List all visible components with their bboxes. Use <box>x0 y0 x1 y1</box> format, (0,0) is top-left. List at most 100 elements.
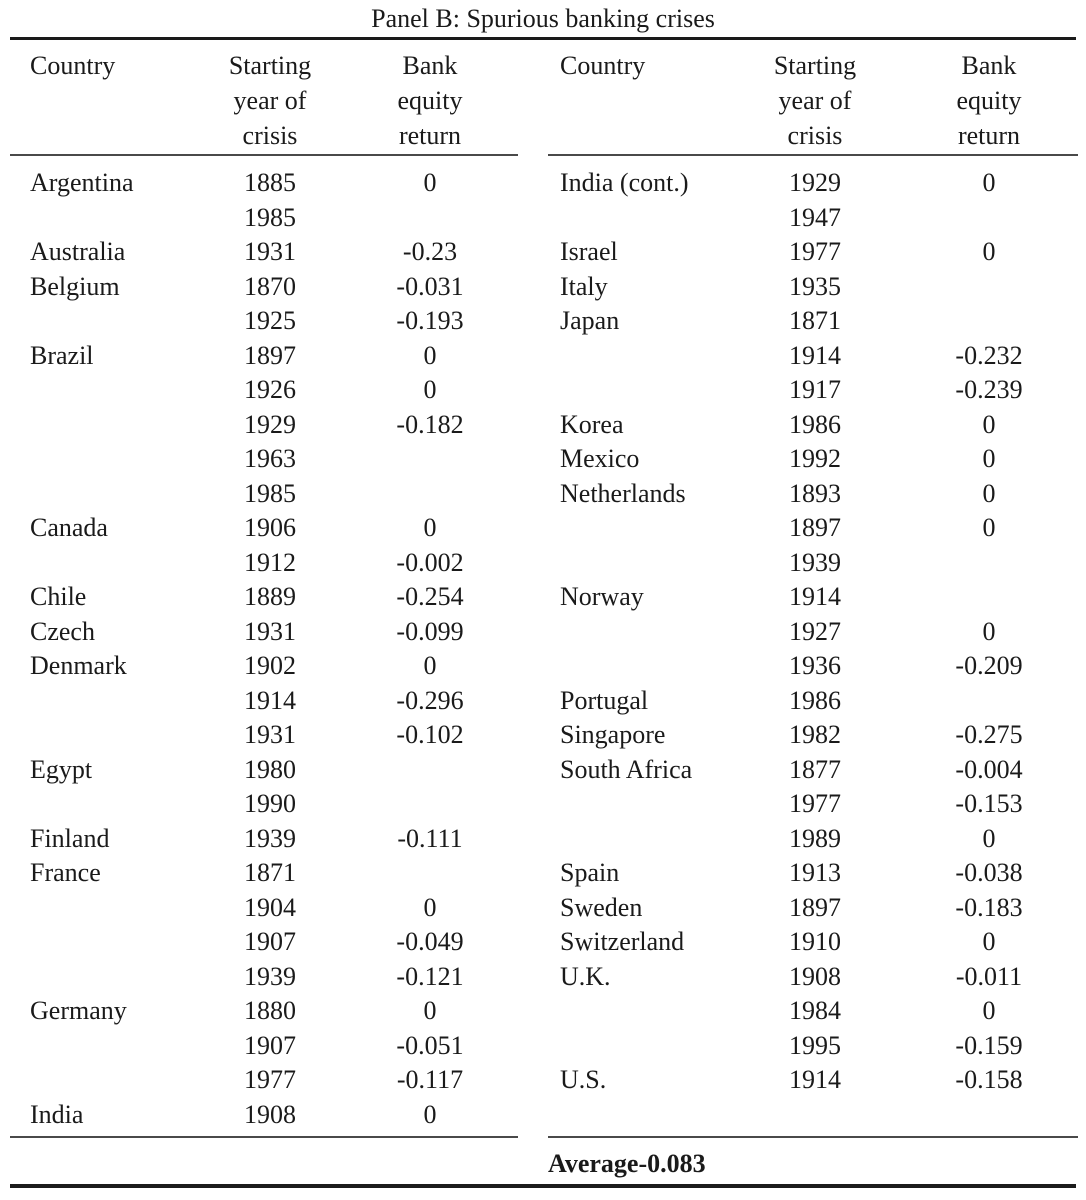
starting-year-cell: 1913 <box>789 858 841 887</box>
starting-year-cell: 1877 <box>789 754 841 784</box>
country-cell <box>10 442 200 477</box>
bank-equity-return-cell: 0 <box>423 1099 437 1129</box>
table-row: 1995 -0.159 <box>548 1029 1078 1064</box>
country-cell: Denmark <box>30 651 127 680</box>
country-cell <box>548 201 730 236</box>
table-row: South Africa 1877 -0.004 <box>548 753 1078 788</box>
starting-year-cell: 1986 <box>789 409 841 439</box>
starting-year-cell: 1870 <box>244 271 296 301</box>
bank-equity-return-cell: -0.011 <box>955 961 1023 991</box>
bank-equity-return-cell: 0 <box>982 927 996 956</box>
country-cell: France <box>30 858 101 887</box>
bank-equity-return-cell: -0.183 <box>955 892 1023 922</box>
starting-year-cell: 1989 <box>789 823 841 853</box>
table-row: 1989 0 <box>548 822 1078 857</box>
starting-year-cell: 1925 <box>244 306 296 335</box>
table-row: Japan 1871 <box>548 304 1078 339</box>
bank-equity-return-cell: -0.049 <box>396 927 464 956</box>
bank-equity-return-cell: 0 <box>982 513 996 542</box>
starting-year-cell: 1931 <box>244 616 296 646</box>
country-cell <box>548 615 730 650</box>
starting-year-cell: 1897 <box>789 513 841 542</box>
starting-year-cell: 1926 <box>244 375 296 404</box>
country-cell <box>10 201 200 236</box>
country-cell <box>10 373 200 408</box>
country-cell <box>10 925 200 960</box>
bank-equity-return-cell: -0.158 <box>955 1065 1023 1094</box>
country-cell <box>548 511 730 546</box>
country-cell: India (cont.) <box>560 168 689 197</box>
bank-equity-return-cell: 0 <box>423 375 437 404</box>
table-row: 1914 -0.232 <box>548 339 1078 374</box>
table-row: India 1908 0 <box>10 1098 520 1133</box>
country-cell: Italy <box>560 271 608 301</box>
country-cell: Norway <box>560 582 644 611</box>
country-cell <box>10 546 200 581</box>
country-cell: India <box>30 1099 84 1129</box>
table-row: U.K. 1908 -0.011 <box>548 960 1078 995</box>
starting-year-cell: 1985 <box>244 202 296 232</box>
table-row: 1939 -0.121 <box>10 960 520 995</box>
top-thick-rule <box>10 37 1076 40</box>
starting-year-cell: 1935 <box>789 271 841 301</box>
table-row: Finland 1939 -0.111 <box>10 822 520 857</box>
column-header-starting-year: Starting year of crisis <box>200 48 340 153</box>
starting-year-cell: 1977 <box>789 789 841 818</box>
table-row: Germany 1880 0 <box>10 994 520 1029</box>
bank-equity-return-cell: -0.153 <box>955 789 1023 818</box>
table-row: 1984 0 <box>548 994 1078 1029</box>
header-line: return <box>398 121 462 150</box>
average-label: Average <box>548 1149 639 1178</box>
starting-year-cell: 1947 <box>789 202 841 232</box>
starting-year-cell: 1889 <box>244 582 296 611</box>
country-cell <box>10 960 200 995</box>
table-row: Portugal 1986 <box>548 684 1078 719</box>
country-cell: Finland <box>30 823 110 853</box>
country-cell: Egypt <box>30 754 93 784</box>
starting-year-cell: 1977 <box>244 1065 296 1094</box>
starting-year-cell: 1982 <box>789 720 841 749</box>
starting-year-cell: 1871 <box>789 306 841 335</box>
bank-equity-return-cell <box>900 546 1078 581</box>
starting-year-cell: 1977 <box>789 237 841 266</box>
country-cell <box>548 339 730 374</box>
table-row: 1936 -0.209 <box>548 649 1078 684</box>
starting-year-cell: 1912 <box>244 547 296 577</box>
header-line: equity <box>956 86 1022 115</box>
bank-equity-return-cell: -0.051 <box>396 1030 464 1060</box>
bank-equity-return-cell <box>340 477 520 512</box>
country-cell <box>10 304 200 339</box>
table-row: Denmark 1902 0 <box>10 649 520 684</box>
starting-year-cell: 1914 <box>789 340 841 370</box>
column-header-bank-equity-return: Bank equity return <box>340 48 520 153</box>
country-cell: Germany <box>30 996 127 1025</box>
country-cell: Chile <box>30 582 87 611</box>
bank-equity-return-cell: -0.121 <box>396 961 464 991</box>
table-row: 1977 -0.117 <box>10 1063 520 1098</box>
starting-year-cell: 1939 <box>244 823 296 853</box>
country-cell <box>10 1029 200 1064</box>
bank-equity-return-cell: 0 <box>982 616 996 646</box>
bank-equity-return-cell: -0.031 <box>396 271 464 301</box>
bank-equity-return-cell: -0.232 <box>955 340 1023 370</box>
bank-equity-return-cell: 0 <box>423 651 437 680</box>
table-row: Argentina 1885 0 <box>10 166 520 201</box>
country-cell: Canada <box>30 513 108 542</box>
country-cell <box>10 787 200 822</box>
bank-equity-return-cell: -0.275 <box>955 720 1023 749</box>
starting-year-cell: 1990 <box>244 789 296 818</box>
column-header-country: Country <box>560 51 646 80</box>
left-header-rule <box>10 154 518 156</box>
header-line: return <box>957 121 1021 150</box>
starting-year-cell: 1936 <box>789 651 841 680</box>
starting-year-cell: 1897 <box>789 892 841 922</box>
left-table-body: Argentina 1885 0 1985 Australia 1931 -0.23 Belg… <box>10 166 520 1132</box>
country-cell <box>548 1029 730 1064</box>
starting-year-cell: 1914 <box>789 582 841 611</box>
bank-equity-return-cell: -0.23 <box>402 237 458 266</box>
column-header-starting-year: Starting year of crisis <box>730 48 900 153</box>
bank-equity-return-cell <box>340 787 520 822</box>
bank-equity-return-cell: -0.159 <box>955 1030 1023 1060</box>
header-line: Starting <box>228 51 312 80</box>
table-row: 1963 <box>10 442 520 477</box>
